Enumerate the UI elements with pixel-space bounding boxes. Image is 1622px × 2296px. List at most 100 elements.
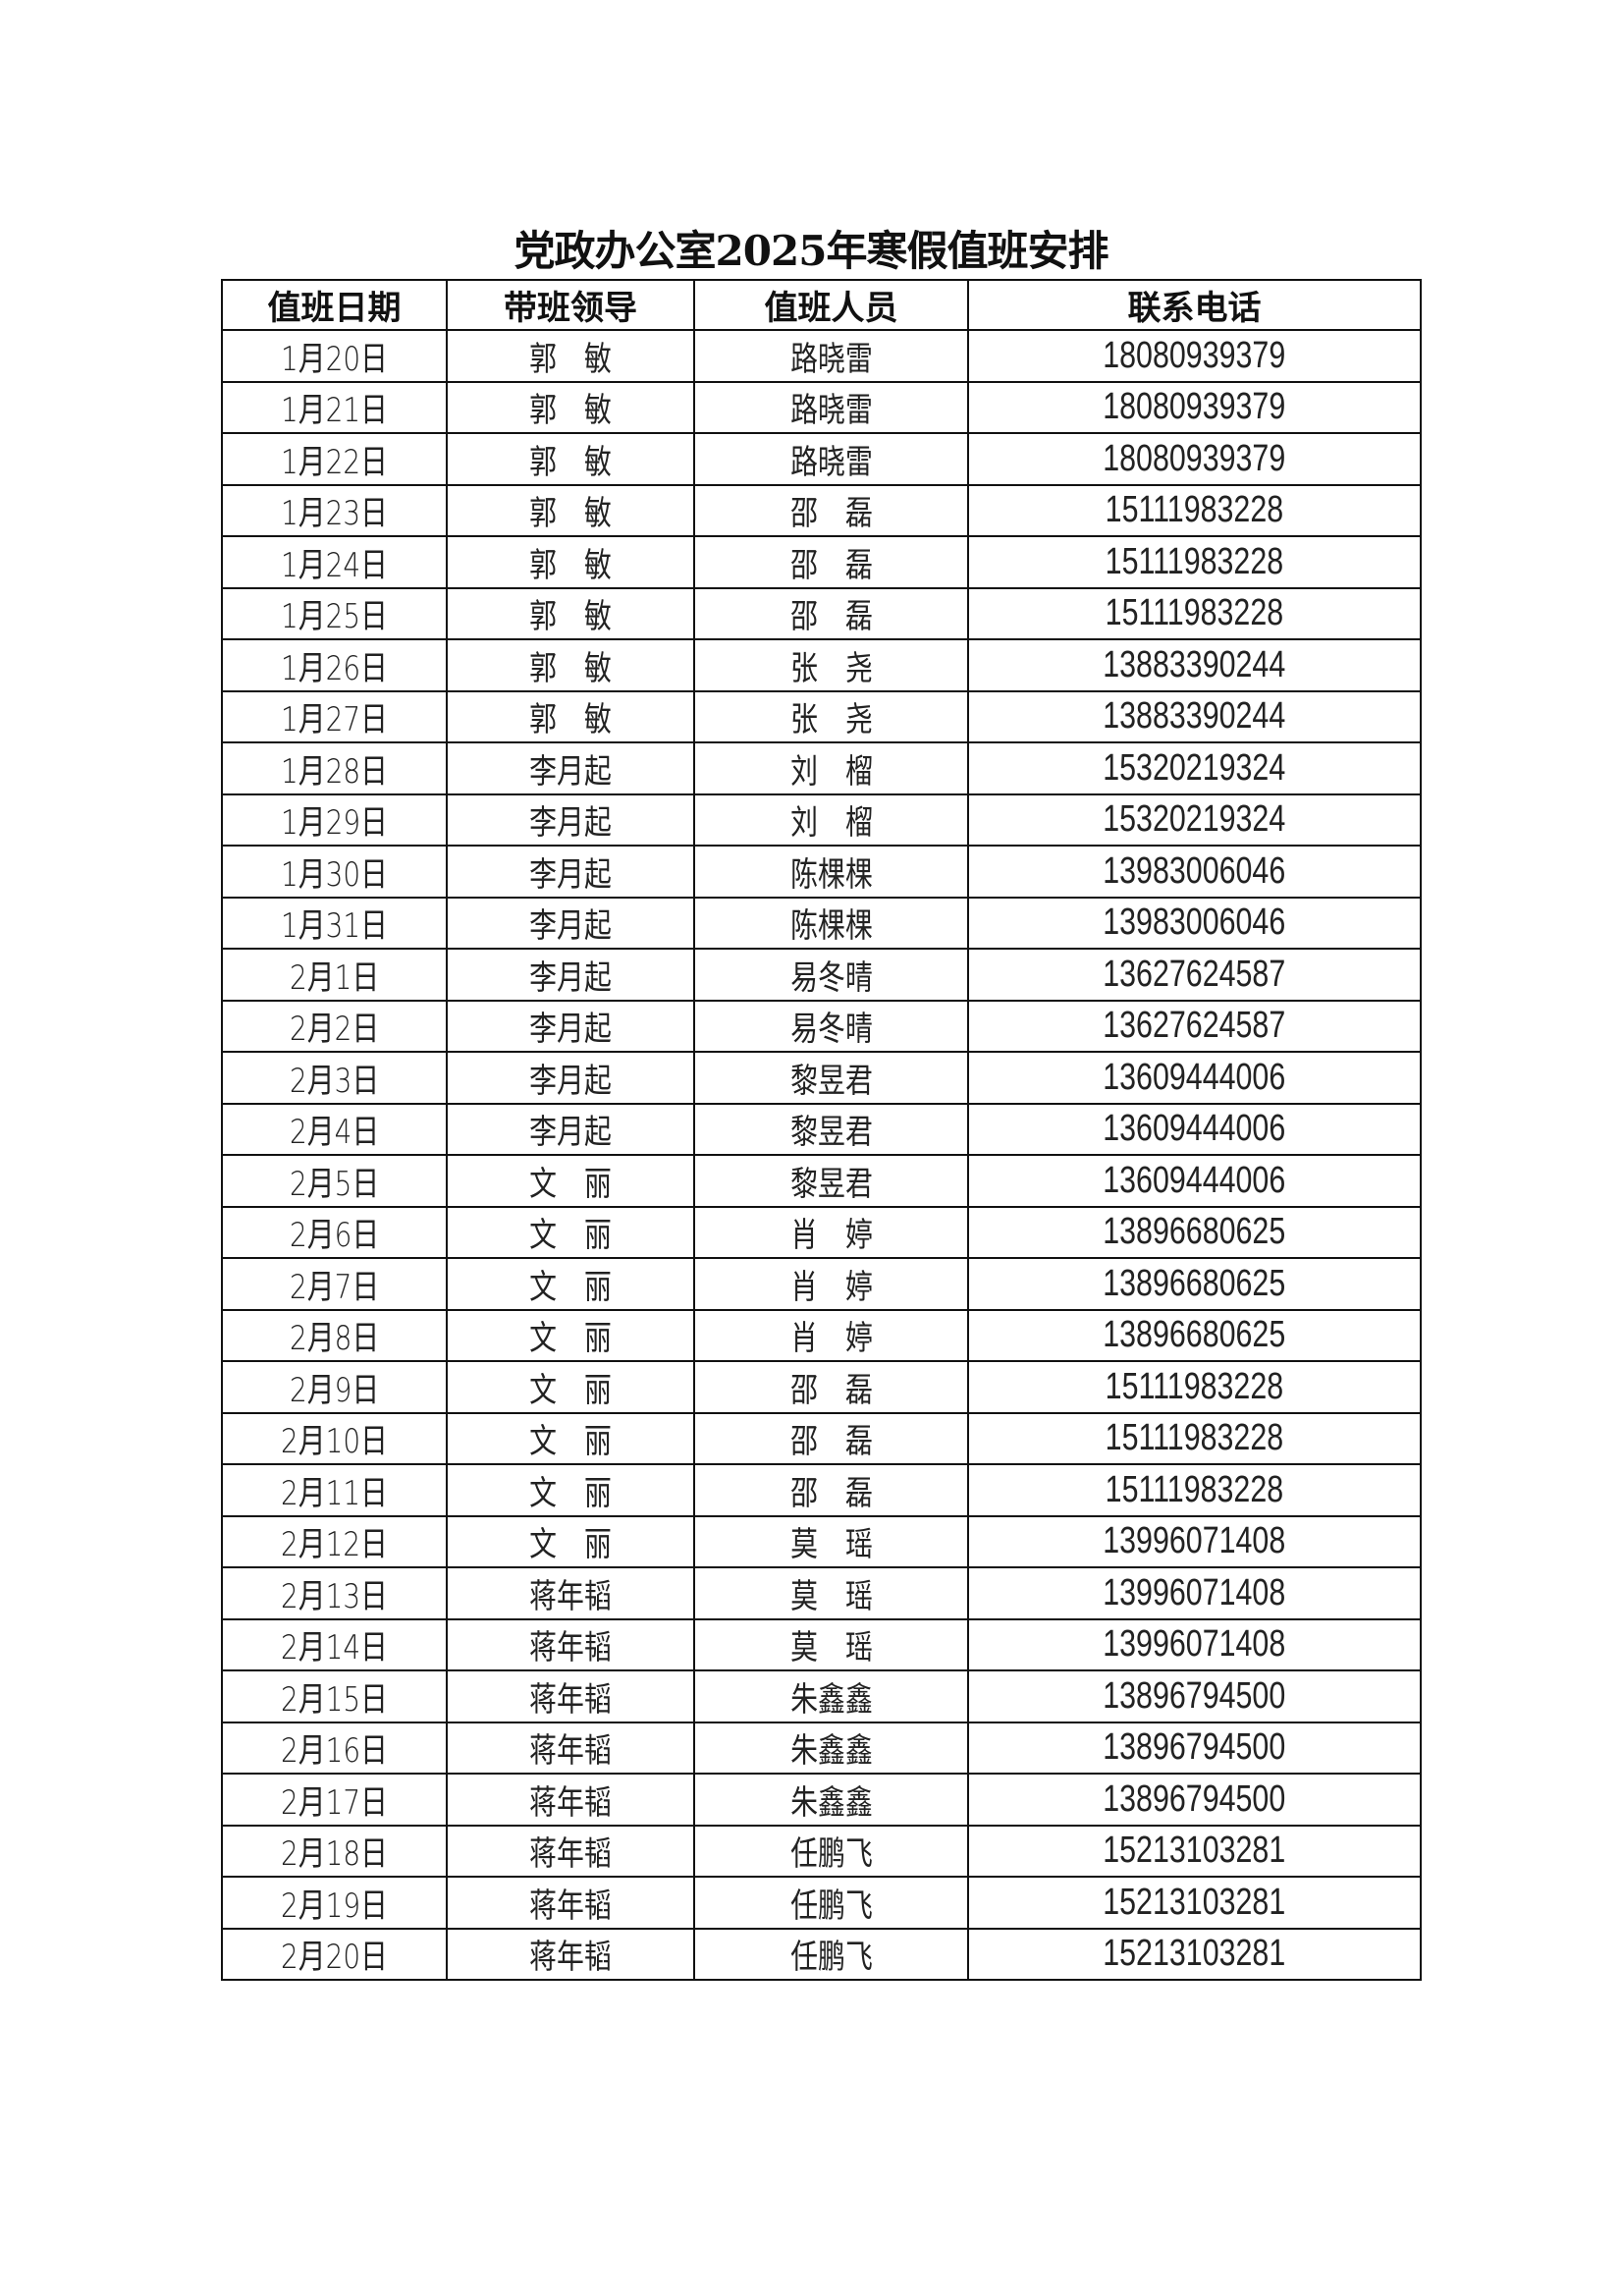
leader-cell-text: 郭 敏 [529,339,612,379]
leader-cell-text: 蒋年韬 [529,1731,612,1772]
table-row: 2月7日 文 丽 肖 婷 13896680625 [221,1257,1422,1311]
phone-cell-text: 13996071408 [1103,1520,1286,1562]
leader-cell: 蒋年韬 [446,1617,695,1671]
staff-cell: 路晓雷 [693,329,969,383]
leader-cell-text: 蒋年韬 [529,1628,612,1668]
date-cell: 2月17日 [221,1773,448,1827]
date-cell: 1月30日 [221,845,448,899]
leader-cell-text: 蒋年韬 [529,1576,612,1616]
phone-cell-text: 15213103281 [1103,1933,1286,1975]
staff-cell-text: 莫 瑶 [789,1525,873,1565]
staff-cell: 邵 磊 [693,586,969,640]
table-row: 1月21日 郭 敏 路晓雷 18080939379 [221,380,1422,434]
date-cell: 2月5日 [221,1154,448,1208]
phone-cell: 15111983228 [967,586,1422,640]
date-cell: 2月3日 [221,1051,448,1105]
leader-cell-text: 蒋年韬 [529,1679,612,1720]
staff-cell-text: 任鹏飞 [789,1938,873,1978]
leader-cell-text: 蒋年韬 [529,1938,612,1978]
document-title: 党政办公室2025年寒假值班安排 [514,227,1109,275]
phone-cell-text: 13896680625 [1103,1314,1286,1356]
date-cell-text: 2月16日 [281,1731,388,1772]
leader-cell: 李月起 [446,1051,695,1105]
staff-cell: 朱鑫鑫 [693,1669,969,1723]
date-cell: 1月26日 [221,638,448,692]
table-row: 2月10日 文 丽 邵 磊 15111983228 [221,1411,1422,1465]
leader-cell: 郭 敏 [446,689,695,743]
staff-cell: 朱鑫鑫 [693,1773,969,1827]
phone-cell: 15111983228 [967,1463,1422,1517]
phone-cell: 13996071408 [967,1514,1422,1568]
date-cell: 2月18日 [221,1824,448,1878]
phone-cell: 15111983228 [967,535,1422,589]
date-cell-text: 2月20日 [281,1938,388,1978]
staff-cell-text: 路晓雷 [789,339,873,379]
leader-cell: 郭 敏 [446,638,695,692]
date-cell-text: 2月8日 [289,1319,380,1359]
phone-cell: 15111983228 [967,1360,1422,1414]
date-cell: 2月7日 [221,1257,448,1311]
phone-cell: 13996071408 [967,1566,1422,1620]
date-cell-text: 1月20日 [281,339,388,379]
date-cell-text: 1月24日 [281,545,388,585]
leader-cell: 郭 敏 [446,483,695,537]
leader-cell-text: 李月起 [529,854,612,895]
phone-cell-text: 13883390244 [1103,695,1286,738]
date-cell-text: 2月11日 [281,1473,388,1513]
date-cell-text: 2月9日 [289,1370,380,1410]
table-row: 1月20日 郭 敏 路晓雷 18080939379 [221,329,1422,383]
leader-cell: 文 丽 [446,1257,695,1311]
staff-cell: 邵 磊 [693,1411,969,1465]
leader-cell-text: 文 丽 [529,1525,612,1565]
table-row: 1月24日 郭 敏 邵 磊 15111983228 [221,535,1422,589]
date-cell-text: 1月23日 [281,494,388,534]
staff-cell-text: 张 尧 [789,700,873,740]
date-cell-text: 1月31日 [281,906,388,947]
phone-cell-text: 13896680625 [1103,1262,1286,1304]
leader-cell: 蒋年韬 [446,1669,695,1723]
staff-cell-text: 邵 磊 [789,1473,873,1513]
leader-cell-text: 文 丽 [529,1319,612,1359]
phone-cell-text: 13983006046 [1103,849,1286,892]
leader-cell: 蒋年韬 [446,1566,695,1620]
date-cell-text: 2月13日 [281,1576,388,1616]
phone-cell-text: 13627624587 [1103,1005,1286,1047]
phone-cell: 13609444006 [967,1051,1422,1105]
staff-cell-text: 邵 磊 [789,1370,873,1410]
phone-cell-text: 13627624587 [1103,953,1286,995]
header-leader: 带班领导 [446,279,695,331]
staff-cell: 肖 婷 [693,1308,969,1362]
staff-cell: 路晓雷 [693,432,969,486]
leader-cell: 文 丽 [446,1360,695,1414]
leader-cell-text: 蒋年韬 [529,1782,612,1823]
staff-cell: 邵 磊 [693,535,969,589]
staff-cell-text: 邵 磊 [789,597,873,637]
staff-cell-text: 路晓雷 [789,391,873,431]
duty-schedule-table: 值班日期 带班领导 值班人员 联系电话 1月20日郭 敏路晓雷 180809393… [221,279,1422,1981]
table-row: 1月29日 李月起 刘 榴 15320219324 [221,793,1422,847]
phone-cell: 15111983228 [967,1411,1422,1465]
date-cell-text: 1月22日 [281,442,388,482]
phone-cell: 15320219324 [967,741,1422,795]
staff-cell-text: 肖 婷 [789,1216,873,1256]
table-row: 2月12日 文 丽 莫 瑶 13996071408 [221,1514,1422,1568]
staff-cell-text: 莫 瑶 [789,1628,873,1668]
leader-cell: 蒋年韬 [446,1773,695,1827]
staff-cell-text: 肖 婷 [789,1319,873,1359]
date-cell: 1月21日 [221,380,448,434]
date-cell: 2月19日 [221,1876,448,1930]
phone-cell-text: 13983006046 [1103,902,1286,944]
date-cell: 1月29日 [221,793,448,847]
date-cell: 2月15日 [221,1669,448,1723]
date-cell-text: 2月15日 [281,1679,388,1720]
phone-cell-text: 13609444006 [1103,1056,1286,1098]
phone-cell: 13627624587 [967,999,1422,1053]
date-cell-text: 2月7日 [289,1267,380,1307]
leader-cell: 文 丽 [446,1308,695,1362]
table-row: 1月27日 郭 敏 张 尧 13883390244 [221,689,1422,743]
phone-cell: 13983006046 [967,896,1422,950]
phone-cell-text: 13883390244 [1103,643,1286,685]
phone-cell-text: 13896794500 [1103,1777,1286,1820]
phone-cell: 13896794500 [967,1669,1422,1723]
leader-cell-text: 郭 敏 [529,545,612,585]
